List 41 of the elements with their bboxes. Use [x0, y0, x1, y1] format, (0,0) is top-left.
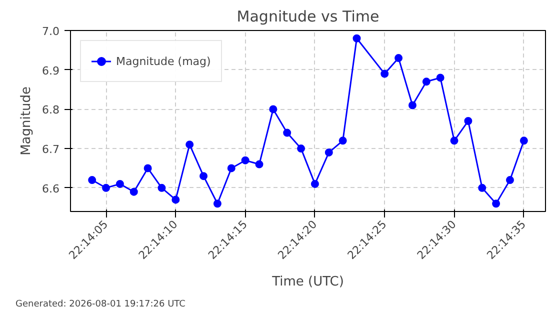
point [450, 136, 458, 145]
point [88, 176, 96, 184]
y-tick-label: 6.7 [42, 143, 60, 156]
y-axis-title: Magnitude [19, 86, 34, 156]
y-tick-label: 6.6 [42, 182, 60, 196]
point [324, 148, 333, 156]
point [492, 200, 500, 208]
legend-label: Magnitude (mag) [116, 54, 211, 68]
point [408, 101, 416, 110]
x-axis-title: Time (UTC) [271, 274, 344, 290]
point [255, 160, 264, 168]
point [394, 54, 403, 62]
point [422, 78, 430, 86]
text: Generated: 2026-08-01 19:17:26 UTC [16, 300, 186, 310]
point [297, 144, 306, 153]
chart-title: Magnitude vs Time [236, 8, 380, 26]
point [186, 140, 194, 149]
point [102, 184, 110, 192]
point [464, 117, 472, 125]
point [144, 164, 152, 172]
point [478, 184, 486, 192]
point [310, 180, 319, 188]
point [116, 180, 124, 188]
y-tick-label: 6.8 [42, 104, 60, 117]
point [283, 128, 292, 137]
point [200, 172, 208, 180]
point [227, 164, 236, 172]
point [506, 176, 514, 184]
point [520, 136, 528, 145]
point [172, 196, 180, 204]
point [436, 74, 444, 82]
point [158, 184, 166, 192]
point [338, 136, 347, 145]
point [269, 105, 278, 114]
y-tick-label: 7.0 [42, 25, 60, 38]
point [241, 156, 250, 164]
point [130, 188, 138, 196]
y-tick-label: 6.9 [42, 64, 60, 78]
point [352, 34, 361, 42]
point [213, 200, 222, 208]
point [380, 70, 389, 78]
